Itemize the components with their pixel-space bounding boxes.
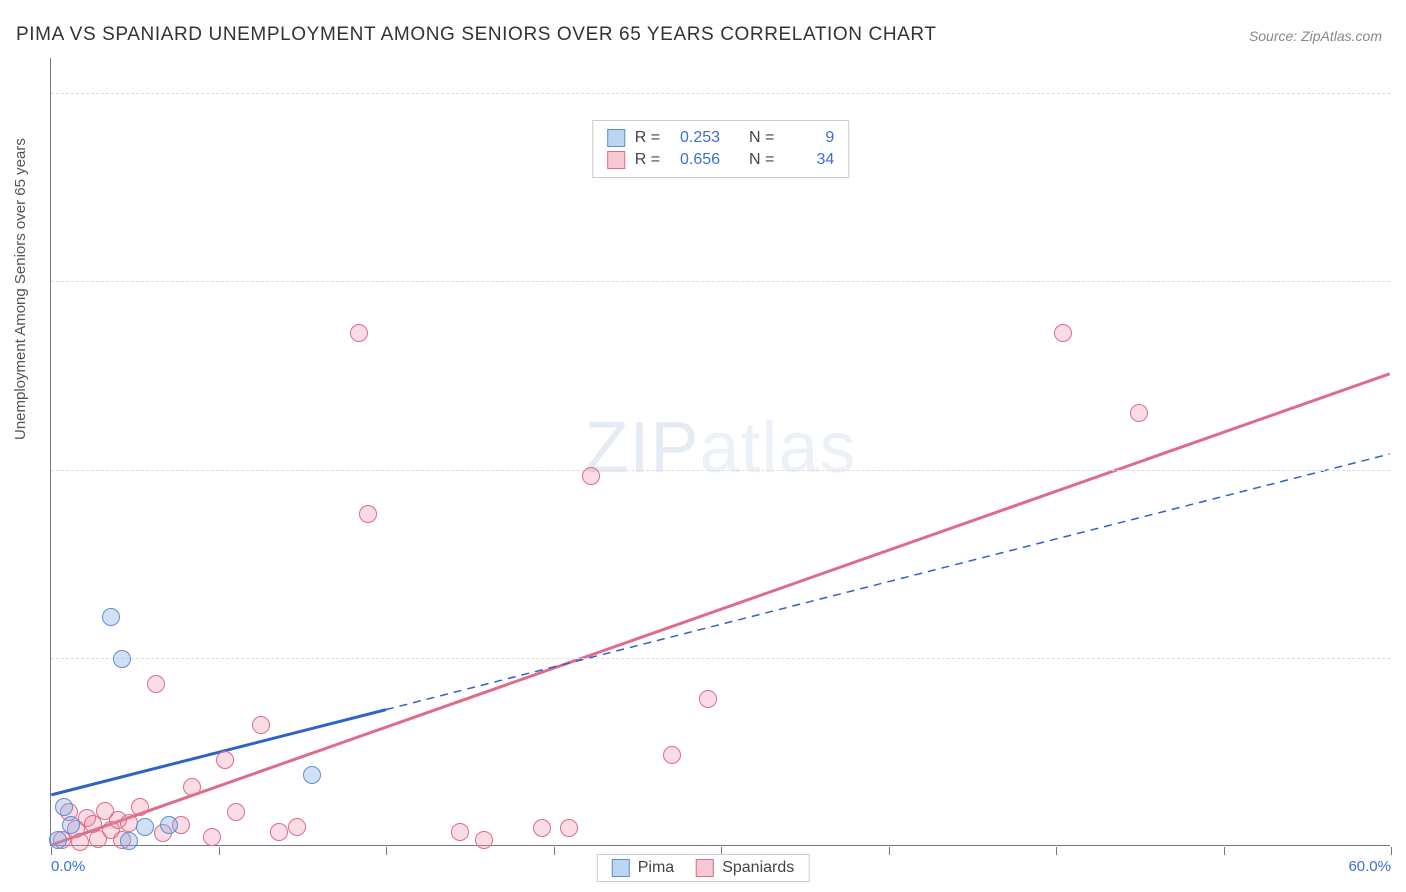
spaniards-marker: [252, 716, 270, 734]
pima-n-value: 9: [784, 127, 834, 149]
pima-r-value: 0.253: [670, 127, 720, 149]
x-tick: [1224, 847, 1225, 855]
spaniards-marker: [203, 828, 221, 846]
legend-item-spaniards: Spaniards: [696, 859, 794, 877]
spaniards-marker: [1130, 404, 1148, 422]
pima-marker: [55, 798, 73, 816]
spaniards-marker: [270, 823, 288, 841]
pima-marker: [102, 608, 120, 626]
spaniards-marker: [288, 818, 306, 836]
pima-label: Pima: [638, 859, 674, 877]
spaniards-marker: [71, 833, 89, 851]
x-tick: [889, 847, 890, 855]
pima-marker: [62, 816, 80, 834]
legend-stats-row-spaniards: R = 0.656 N = 34: [607, 149, 835, 171]
r-label: R =: [635, 127, 660, 149]
x-tick: [1391, 847, 1392, 855]
legend-stats: R = 0.253 N = 9 R = 0.656 N = 34: [592, 120, 850, 178]
plot-area: ZIPatlas R = 0.253 N = 9 R = 0.656 N = 3…: [50, 58, 1390, 846]
spaniards-marker: [699, 690, 717, 708]
watermark: ZIPatlas: [584, 406, 856, 488]
x-tick: [554, 847, 555, 855]
spaniards-marker: [560, 819, 578, 837]
y-tick-label: 150.0%: [1398, 85, 1406, 102]
spaniards-marker: [216, 751, 234, 769]
legend-item-pima: Pima: [612, 859, 674, 877]
x-tick: [386, 847, 387, 855]
spaniards-marker: [131, 798, 149, 816]
spaniards-swatch-icon: [696, 859, 714, 877]
gridline: [51, 658, 1390, 659]
x-tick: [1056, 847, 1057, 855]
source-attribution: Source: ZipAtlas.com: [1249, 28, 1382, 44]
chart-title: PIMA VS SPANIARD UNEMPLOYMENT AMONG SENI…: [16, 24, 937, 46]
n-label: N =: [749, 149, 774, 171]
legend-stats-row-pima: R = 0.253 N = 9: [607, 127, 835, 149]
gridline: [51, 470, 1390, 471]
n-label: N =: [749, 127, 774, 149]
x-tick: [51, 847, 52, 855]
spaniards-marker: [451, 823, 469, 841]
spaniards-marker: [475, 831, 493, 849]
pima-marker: [49, 831, 67, 849]
spaniards-marker: [663, 746, 681, 764]
spaniards-marker: [183, 778, 201, 796]
x-tick-label: 0.0%: [51, 858, 85, 875]
y-tick-label: 37.5%: [1398, 649, 1406, 666]
gridline: [51, 93, 1390, 94]
spaniards-marker: [350, 324, 368, 342]
watermark-zip: ZIP: [584, 407, 699, 487]
pima-swatch-icon: [607, 129, 625, 147]
pima-marker: [303, 766, 321, 784]
spaniards-marker: [359, 505, 377, 523]
spaniards-marker: [582, 467, 600, 485]
x-tick-label: 60.0%: [1348, 858, 1391, 875]
legend-series: Pima Spaniards: [597, 854, 810, 882]
chart-container: PIMA VS SPANIARD UNEMPLOYMENT AMONG SENI…: [0, 0, 1406, 892]
pima-marker: [136, 818, 154, 836]
watermark-atlas: atlas: [699, 407, 856, 487]
y-tick-label: 75.0%: [1398, 461, 1406, 478]
spaniards-marker: [227, 803, 245, 821]
r-label: R =: [635, 149, 660, 171]
pima-swatch-icon: [612, 859, 630, 877]
spaniards-swatch-icon: [607, 151, 625, 169]
y-tick-label: 112.5%: [1398, 273, 1406, 290]
spaniards-label: Spaniards: [722, 859, 794, 877]
gridline: [51, 281, 1390, 282]
x-tick: [219, 847, 220, 855]
pima-marker: [160, 816, 178, 834]
spaniards-marker: [147, 675, 165, 693]
spaniards-r-value: 0.656: [670, 149, 720, 171]
pima-marker: [120, 832, 138, 850]
y-axis-label: Unemployment Among Seniors over 65 years: [12, 138, 29, 440]
spaniards-marker: [1054, 324, 1072, 342]
spaniards-marker: [533, 819, 551, 837]
spaniards-n-value: 34: [784, 149, 834, 171]
pima-marker: [113, 650, 131, 668]
